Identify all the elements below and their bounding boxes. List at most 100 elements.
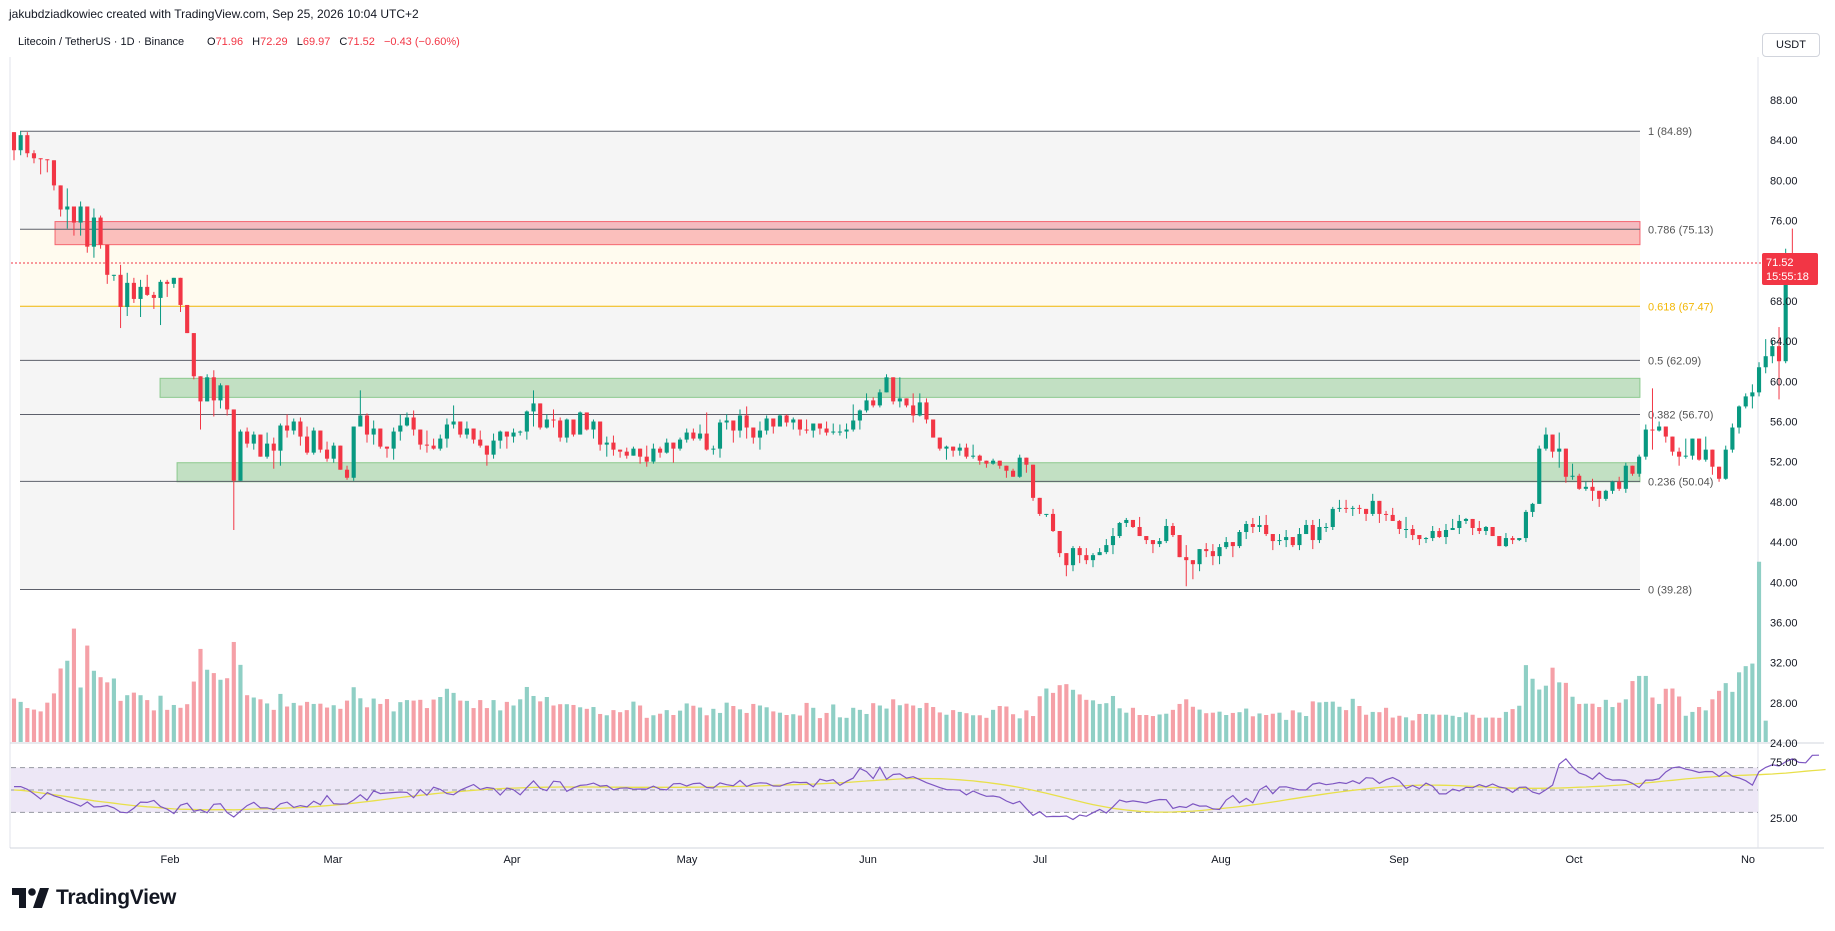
candle bbox=[511, 428, 516, 443]
candle-body bbox=[404, 417, 410, 426]
volume-bar bbox=[1237, 712, 1242, 742]
candle bbox=[1717, 466, 1722, 482]
volume-bar bbox=[145, 700, 150, 742]
candle bbox=[1110, 527, 1116, 555]
candle-body bbox=[158, 281, 163, 298]
candle-body bbox=[1397, 520, 1402, 530]
candle-body bbox=[1523, 511, 1528, 539]
volume-bar bbox=[564, 704, 569, 742]
candle-body bbox=[864, 400, 869, 411]
volume-bar bbox=[1423, 713, 1429, 742]
candle bbox=[1350, 505, 1355, 516]
volume-bar bbox=[51, 693, 57, 742]
candle bbox=[518, 430, 523, 436]
candle-body bbox=[198, 376, 203, 402]
candle-body bbox=[751, 427, 756, 438]
volume-bar bbox=[578, 707, 583, 742]
candle bbox=[531, 390, 536, 427]
candle-body bbox=[664, 442, 669, 453]
volume-bar bbox=[1523, 665, 1528, 742]
volume-bar bbox=[85, 645, 90, 742]
volume-bar bbox=[1643, 675, 1648, 742]
price-tick-label: 40.00 bbox=[1770, 577, 1798, 589]
candle-body bbox=[824, 428, 829, 433]
candle bbox=[384, 446, 390, 458]
candle bbox=[1324, 522, 1329, 533]
candle-body bbox=[1637, 456, 1642, 474]
candle bbox=[711, 445, 716, 455]
volume-bar bbox=[1683, 715, 1688, 742]
candle bbox=[1443, 523, 1449, 545]
candle bbox=[1077, 546, 1082, 564]
candle-body bbox=[551, 419, 556, 421]
candle-body bbox=[231, 409, 236, 481]
candle-body bbox=[558, 420, 563, 438]
candle-body bbox=[464, 428, 469, 435]
candle bbox=[1150, 540, 1156, 554]
volume-bar bbox=[651, 715, 656, 742]
volume-bar bbox=[498, 710, 503, 742]
candle bbox=[1683, 438, 1688, 459]
candle bbox=[258, 434, 263, 457]
candle bbox=[351, 426, 356, 481]
candle-body bbox=[491, 440, 496, 455]
candle bbox=[884, 374, 889, 393]
volume-bar bbox=[1577, 703, 1582, 742]
candle-body bbox=[1583, 486, 1588, 489]
candle-body bbox=[1344, 507, 1349, 509]
candle bbox=[11, 132, 17, 161]
candle bbox=[1703, 436, 1708, 462]
volume-bar bbox=[1530, 678, 1535, 742]
candle bbox=[91, 208, 96, 258]
candle-body bbox=[105, 244, 110, 275]
candle-body bbox=[1450, 527, 1455, 531]
candle bbox=[1623, 462, 1628, 493]
candle bbox=[1277, 534, 1282, 546]
candle bbox=[864, 393, 869, 413]
candle-body bbox=[1204, 549, 1209, 552]
candle-body bbox=[1177, 535, 1182, 558]
candle-body bbox=[931, 419, 936, 438]
candle-body bbox=[1563, 448, 1568, 477]
time-tick-label: Oct bbox=[1565, 854, 1582, 866]
candle bbox=[578, 411, 583, 435]
volume-bar bbox=[231, 641, 236, 742]
candle bbox=[1437, 527, 1442, 539]
candle-body bbox=[424, 444, 430, 446]
candle-body bbox=[205, 377, 210, 402]
volume-bar bbox=[638, 705, 643, 742]
volume-bar bbox=[1004, 706, 1009, 742]
candle bbox=[371, 420, 376, 445]
candle-body bbox=[591, 421, 596, 430]
volume-bar bbox=[324, 707, 330, 742]
candle-body bbox=[1763, 356, 1768, 368]
candle bbox=[731, 420, 736, 443]
candle-body bbox=[1570, 475, 1575, 477]
candle bbox=[1397, 519, 1402, 535]
volume-bar bbox=[1430, 714, 1435, 742]
currency-button[interactable]: USDT bbox=[1762, 33, 1820, 57]
candle bbox=[51, 160, 57, 191]
candle-body bbox=[804, 429, 809, 431]
candle bbox=[78, 201, 83, 236]
candle-body bbox=[1304, 524, 1309, 535]
volume-bar bbox=[1264, 715, 1269, 742]
candle bbox=[238, 429, 243, 481]
candle bbox=[1450, 518, 1455, 531]
volume-bar bbox=[1357, 706, 1362, 742]
candle bbox=[1304, 519, 1309, 535]
volume-bar bbox=[664, 710, 669, 742]
candle bbox=[971, 444, 976, 459]
volume-bar bbox=[1284, 719, 1289, 742]
candle-body bbox=[697, 433, 703, 439]
candle-body bbox=[418, 429, 423, 445]
candle bbox=[1057, 531, 1062, 558]
candle-body bbox=[1543, 434, 1548, 449]
volume-bar bbox=[1663, 688, 1668, 742]
volume-bar bbox=[1177, 703, 1182, 742]
candle-body bbox=[611, 442, 616, 450]
volume-bar bbox=[951, 710, 956, 742]
volume-bar bbox=[1443, 714, 1449, 742]
candle-body bbox=[1170, 525, 1175, 536]
